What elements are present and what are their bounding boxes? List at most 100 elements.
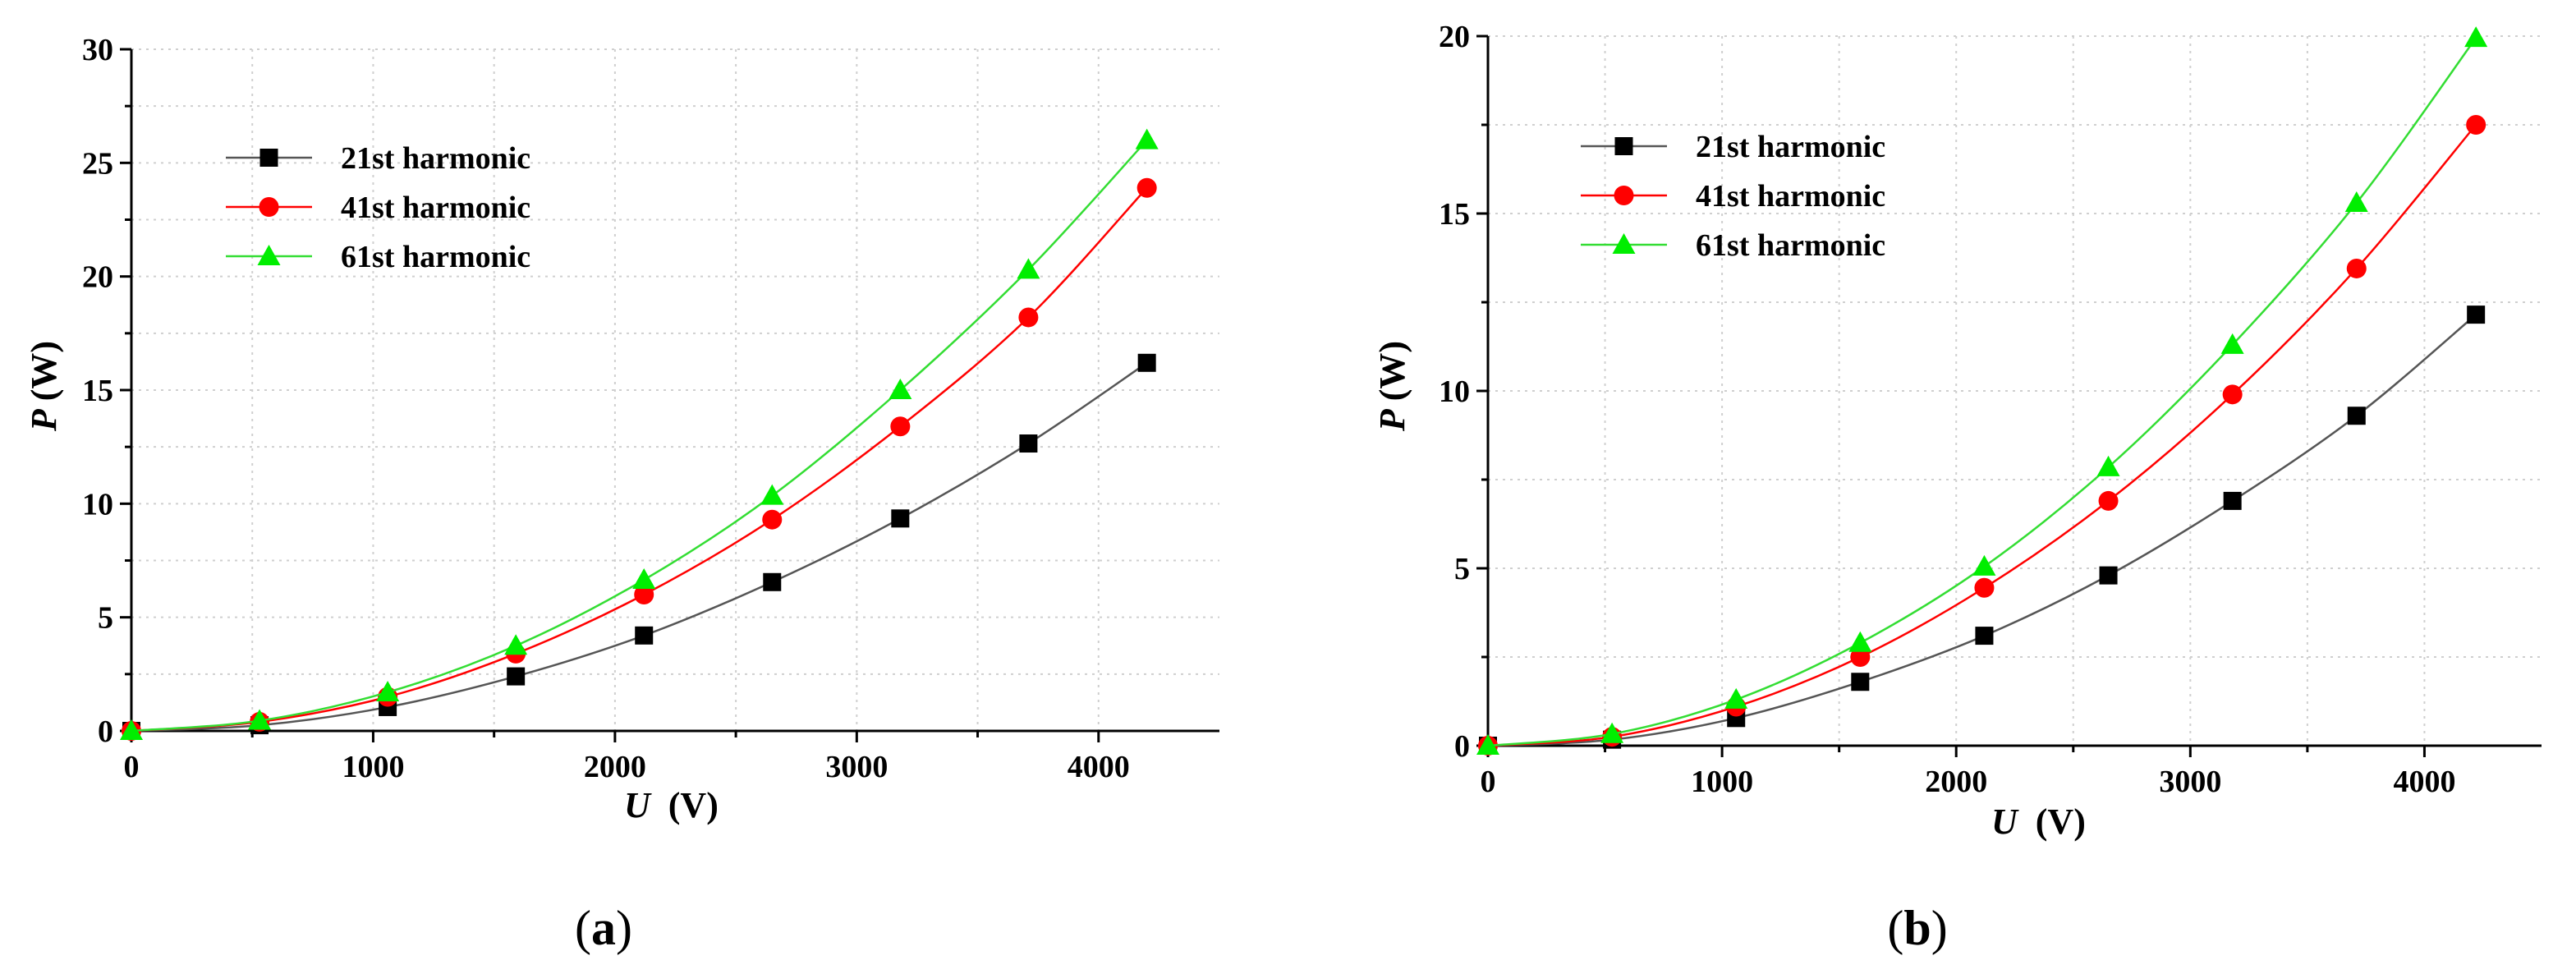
data-point — [762, 509, 783, 530]
y-axis-symbol: P — [1372, 408, 1412, 432]
panel-label: (b) — [1887, 901, 1947, 955]
data-point — [1135, 128, 1159, 149]
data-point — [891, 509, 910, 528]
data-point — [2098, 490, 2119, 511]
panel-label-open: ( — [575, 901, 591, 955]
data-point — [760, 484, 784, 505]
data-point — [634, 585, 654, 604]
data-point — [2346, 258, 2367, 278]
series-line-2 — [131, 186, 1148, 733]
data-point — [2220, 333, 2244, 354]
x-axis-symbol: U — [1991, 802, 2019, 842]
data-point — [2222, 384, 2243, 405]
legend-label: 21st harmonic — [1696, 130, 1885, 164]
data-point — [504, 634, 528, 655]
data-point — [2223, 491, 2242, 510]
data-point — [1850, 647, 1871, 667]
data-point — [2347, 407, 2366, 425]
x-axis-title: U (V) — [1991, 802, 2086, 842]
data-point — [1975, 627, 1994, 646]
x-axis-symbol: U — [624, 785, 652, 825]
data-point — [1019, 434, 1038, 453]
data-point — [1972, 554, 1996, 576]
legend-marker — [259, 197, 279, 217]
data-point — [1018, 307, 1039, 328]
data-point — [248, 709, 272, 730]
x-axis-unit: (V) — [668, 785, 719, 825]
data-point — [632, 568, 656, 590]
panel-label-close: ) — [616, 901, 632, 955]
x-tick-label: 3000 — [2159, 765, 2221, 799]
x-axis-title: U (V) — [624, 785, 719, 825]
legend-marker — [259, 149, 278, 167]
data-point — [1974, 577, 1995, 598]
chart-panel-a: 0 1000 2000 3000 4000 0 5 10 15 20 25 30 21st harmon… — [24, 33, 1219, 955]
data-point — [1476, 734, 1499, 755]
y-tick-label: 5 — [1454, 552, 1470, 586]
x-tick-label: 3000 — [825, 750, 888, 784]
legend-marker — [257, 245, 281, 265]
data-point — [1724, 687, 1748, 709]
panel-label-letter: b — [1903, 901, 1931, 955]
y-tick-label: 20 — [1439, 20, 1470, 54]
data-point — [763, 572, 782, 591]
legend-label: 21st harmonic — [341, 141, 530, 176]
y-tick-label: 10 — [1439, 374, 1470, 409]
data-point — [1848, 631, 1872, 652]
data-point — [2467, 306, 2486, 324]
data-point — [1136, 177, 1157, 198]
data-point — [890, 416, 911, 437]
legend-marker — [1614, 137, 1633, 155]
y-tick-label: 0 — [98, 714, 113, 749]
series-line-3 — [1487, 37, 2477, 747]
series-line-1 — [131, 361, 1148, 733]
y-axis-unit: (W) — [24, 341, 64, 401]
data-point — [2464, 26, 2488, 48]
data-point — [2344, 191, 2368, 213]
chart-panel-b: 0 1000 2000 3000 4000 0 5 10 15 20 21st harmonic 41… — [1372, 20, 2542, 955]
panel-label: (a) — [575, 901, 632, 955]
series-line-3 — [131, 139, 1148, 733]
data-point — [2096, 455, 2120, 476]
data-point — [2466, 115, 2486, 135]
y-tick-label: 20 — [82, 260, 113, 295]
legend-label: 61st harmonic — [341, 240, 530, 274]
panel-label-close: ) — [1931, 901, 1948, 955]
data-point — [889, 379, 912, 399]
data-point — [120, 719, 143, 740]
x-tick-label: 0 — [1481, 765, 1496, 799]
legend-label: 41st harmonic — [341, 191, 530, 225]
legend-marker — [1614, 186, 1634, 205]
data-point — [1600, 722, 1624, 743]
legend-label: 41st harmonic — [1696, 179, 1885, 214]
y-tick-label: 15 — [1439, 197, 1470, 232]
y-tick-label: 30 — [82, 33, 113, 67]
y-tick-label: 5 — [98, 601, 113, 636]
y-tick-label: 15 — [82, 374, 113, 408]
data-point — [2099, 566, 2118, 585]
y-tick-label: 25 — [82, 146, 113, 181]
data-point — [1137, 353, 1156, 372]
y-axis-symbol: P — [24, 408, 64, 432]
legend-label: 61st harmonic — [1696, 228, 1885, 263]
x-tick-label: 0 — [124, 750, 140, 784]
data-point — [1017, 258, 1040, 279]
series-line-2 — [1487, 124, 2477, 747]
panel-label-open: ( — [1887, 901, 1903, 955]
y-tick-label: 0 — [1454, 729, 1470, 764]
data-point — [1851, 673, 1870, 691]
data-point — [507, 667, 526, 686]
data-point — [376, 680, 400, 701]
y-tick-label: 10 — [82, 487, 113, 521]
x-tick-label: 1000 — [1691, 765, 1753, 799]
panel-label-letter: a — [591, 901, 616, 955]
x-tick-label: 2000 — [1925, 765, 1987, 799]
legend-marker — [1612, 233, 1636, 254]
y-axis-title: P (W) — [24, 341, 64, 432]
x-tick-label: 4000 — [1068, 750, 1130, 784]
y-axis-unit: (W) — [1372, 341, 1412, 401]
x-tick-label: 2000 — [584, 750, 646, 784]
series-line-1 — [1487, 314, 2477, 747]
data-point — [635, 626, 654, 645]
